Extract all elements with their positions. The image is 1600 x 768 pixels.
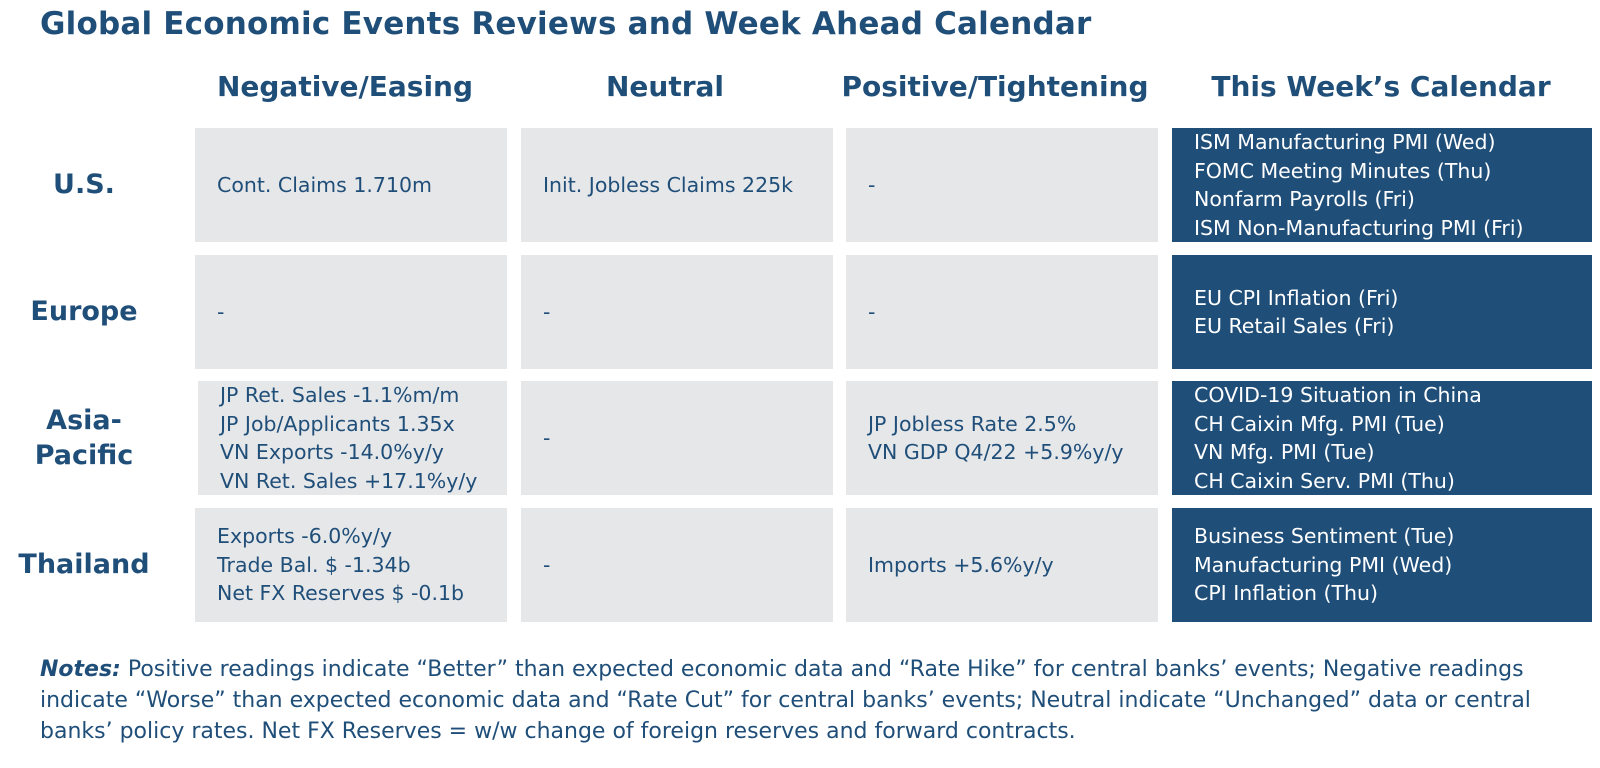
cell-thailand-positive: Imports +5.6%y/y [846,508,1158,622]
cell-line: JP Ret. Sales -1.1%m/m [220,383,460,407]
row-label-line: Europe [30,296,138,328]
row-label-line: Thailand [18,549,150,581]
calendar-item: Business Sentiment (Tue) [1194,524,1455,549]
calendar-item: VN Mfg. PMI (Tue) [1194,440,1375,464]
cell-line: Cont. Claims 1.710m [217,172,433,197]
cell-europe-positive: - [846,255,1158,369]
cell-line: Init. Jobless Claims 225k [543,172,794,197]
row-label-asia-pacific: Asia- Pacific [0,381,168,495]
cell-line: JP Job/Applicants 1.35x [220,411,455,436]
cell-line: - [543,299,551,324]
cell-line: - [543,552,551,577]
notes-label: Notes: [40,657,121,682]
cell-asia-calendar: COVID-19 Situation in China CH Caixin Mf… [1172,381,1592,495]
cell-line: VN Exports -14.0%y/y [220,440,444,464]
notes-text: Positive readings indicate “Better” than… [40,657,1531,744]
cell-line: Exports -6.0%y/y [217,524,392,549]
row-label-europe: Europe [0,255,168,369]
cell-line: VN GDP Q4/22 +5.9%y/y [868,440,1124,464]
column-header-negative: Negative/Easing [216,69,474,103]
cell-us-negative: Cont. Claims 1.710m [195,128,507,242]
cell-line: VN Ret. Sales +17.1%y/y [220,468,478,493]
cell-thailand-calendar: Business Sentiment (Tue) Manufacturing P… [1172,508,1592,622]
calendar-item: ISM Non-Manufacturing PMI (Fri) [1194,215,1524,240]
cell-asia-negative: JP Ret. Sales -1.1%m/m JP Job/Applicants… [198,381,507,495]
column-header-positive: Positive/Tightening [841,69,1149,103]
column-header-calendar: This Week’s Calendar [1211,69,1551,103]
cell-line: - [543,425,551,450]
cell-line: - [217,299,225,324]
calendar-item: Manufacturing PMI (Wed) [1194,552,1453,577]
cell-europe-calendar: EU CPI Inflation (Fri) EU Retail Sales (… [1172,255,1592,369]
notes-footer: Notes: Positive readings indicate “Bette… [40,654,1570,747]
calendar-item: CH Caixin Mfg. PMI (Tue) [1194,411,1445,436]
cell-asia-neutral: - [521,381,833,495]
calendar-item: COVID-19 Situation in China [1194,383,1482,407]
cell-line: Net FX Reserves $ -0.1b [217,581,465,606]
row-label-line: U.S. [53,169,115,201]
row-label-us: U.S. [0,128,168,242]
cell-line: Trade Bal. $ -1.34b [217,552,411,577]
column-header-neutral: Neutral [605,69,725,103]
row-label-thailand: Thailand [0,508,168,622]
cell-us-positive: - [846,128,1158,242]
page-title: Global Economic Events Reviews and Week … [40,6,1092,42]
row-label-line: Asia- [46,404,122,436]
cell-line: Imports +5.6%y/y [868,552,1054,577]
calendar-item: CH Caixin Serv. PMI (Thu) [1194,468,1455,493]
calendar-item: Nonfarm Payrolls (Fri) [1194,187,1415,211]
calendar-item: EU CPI Inflation (Fri) [1194,285,1399,310]
calendar-item: CPI Inflation (Thu) [1194,581,1379,606]
calendar-item: EU Retail Sales (Fri) [1194,314,1395,338]
cell-line: - [868,172,876,197]
calendar-item: FOMC Meeting Minutes (Thu) [1194,158,1492,183]
cell-line: - [868,299,876,324]
cell-line: JP Jobless Rate 2.5% [868,411,1077,436]
calendar-item: ISM Manufacturing PMI (Wed) [1194,130,1496,154]
cell-us-neutral: Init. Jobless Claims 225k [521,128,833,242]
cell-thailand-neutral: - [521,508,833,622]
cell-us-calendar: ISM Manufacturing PMI (Wed) FOMC Meeting… [1172,128,1592,242]
cell-thailand-negative: Exports -6.0%y/y Trade Bal. $ -1.34b Net… [195,508,507,622]
row-label-line: Pacific [34,440,134,471]
cell-europe-neutral: - [521,255,833,369]
cell-asia-positive: JP Jobless Rate 2.5% VN GDP Q4/22 +5.9%y… [846,381,1158,495]
cell-europe-negative: - [195,255,507,369]
